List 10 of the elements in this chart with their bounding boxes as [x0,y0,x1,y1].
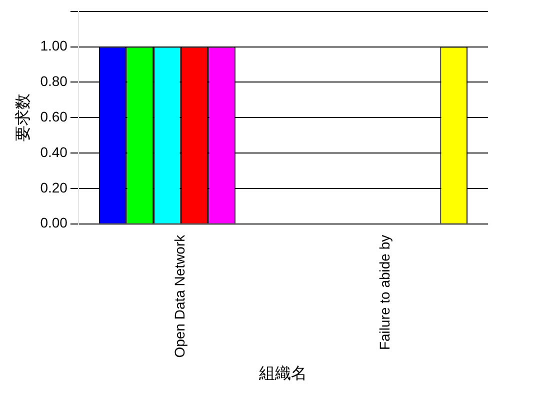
y-tick-label: 0.80 [40,73,68,90]
x-axis-title: 組織名 [258,364,308,383]
y-tick-label: 1.00 [40,38,68,54]
x-tick-label: Failure to abide by [376,234,392,350]
y-tick-label: 0.20 [40,179,68,196]
x-tick-label: Open Data Network [172,234,188,358]
y-tick-label: 0.60 [40,108,68,124]
y-tick-label: 0.00 [40,214,68,231]
y-axis-title: 要求数 [12,94,32,142]
y-tick-label: 0.40 [40,144,68,160]
